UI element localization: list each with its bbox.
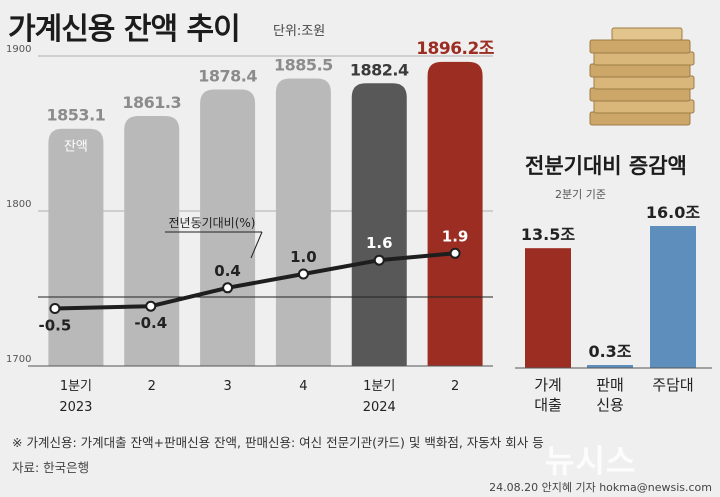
change-category-label: 대출 xyxy=(534,396,562,414)
yoy-value-label: -0.4 xyxy=(134,314,167,332)
y-tick-label: 1700 xyxy=(6,354,31,365)
yoy-line xyxy=(54,251,456,311)
change-category-label: 가계 xyxy=(534,376,562,394)
y-tick-label: 1900 xyxy=(6,44,31,55)
change-category-label: 주담대 xyxy=(652,376,693,394)
bar xyxy=(351,83,407,366)
x-tick-label: 4 xyxy=(299,379,307,394)
bar xyxy=(275,78,331,366)
yoy-value-label: -0.5 xyxy=(39,317,72,335)
series-label-leader xyxy=(250,231,263,259)
yoy-value-label: 0.4 xyxy=(214,262,241,280)
change-category-label: 신용 xyxy=(596,396,624,414)
series-name-label: 잔액 xyxy=(64,140,88,155)
money-bundle xyxy=(611,27,683,41)
footnote: ※ 가계신용: 가계대출 잔액+판매신용 잔액, 판매신용: 여신 전문기관(카… xyxy=(12,435,544,450)
chart-title: 가계신용 잔액 추이 xyxy=(8,12,241,47)
balance-bar-chart: 1700 1800 1900 1853.1 1861.3 1878.4 1885.5 1882… xyxy=(6,39,495,415)
change-bar xyxy=(587,365,633,368)
x-tick-label: 1분기 xyxy=(363,379,395,394)
yoy-value-label: 1.9 xyxy=(442,227,469,245)
bar-value-label: 1882.4 xyxy=(350,60,409,79)
change-category-label: 판매 xyxy=(596,376,624,394)
change-bar xyxy=(525,248,571,368)
source-note: 자료: 한국은행 xyxy=(12,460,90,475)
bar-value-label: 1853.1 xyxy=(47,106,106,125)
unit-label: 단위:조원 xyxy=(273,24,326,39)
yoy-point xyxy=(49,303,61,314)
change-value-label: 0.3조 xyxy=(588,342,631,361)
x-tick-label: 1분기 xyxy=(60,379,92,394)
money-bundle xyxy=(589,87,691,102)
change-value-label: 13.5조 xyxy=(521,225,575,244)
side-chart-title: 전분기대비 증감액 xyxy=(525,154,687,178)
change-bar xyxy=(650,226,696,368)
bar-value-label: 1885.5 xyxy=(274,55,333,74)
money-bundle xyxy=(593,75,695,90)
y-tick-label: 1800 xyxy=(6,199,31,210)
side-chart-subtitle: 2분기 기준 xyxy=(555,188,606,201)
money-bundle xyxy=(589,111,691,126)
money-bundle xyxy=(589,63,691,78)
bar-value-label: 1861.3 xyxy=(122,93,181,112)
yoy-point xyxy=(449,247,461,259)
x-tick-label: 2 xyxy=(451,379,459,394)
x-year-label: 2024 xyxy=(363,400,396,415)
newsis-watermark: 뉴시스 xyxy=(545,442,637,480)
bar-value-label: 1896.2조 xyxy=(416,39,495,59)
yoy-series-label: 전년동기대비(%) xyxy=(168,216,255,230)
bar-value-label: 1878.4 xyxy=(198,66,257,85)
yoy-point xyxy=(373,254,385,266)
yoy-point xyxy=(222,282,234,294)
money-bundle xyxy=(593,51,695,66)
bar xyxy=(427,61,483,366)
yoy-point xyxy=(145,300,157,312)
x-tick-label: 3 xyxy=(223,379,231,394)
credit-line: 24.08.20 안지혜 기자 hokma@newsis.com xyxy=(489,481,712,494)
money-bundle xyxy=(593,99,695,114)
x-tick-label: 2 xyxy=(148,379,156,394)
money-bundle xyxy=(589,39,691,54)
x-year-label: 2023 xyxy=(59,400,92,415)
yoy-value-label: 1.0 xyxy=(290,248,317,266)
money-stack-icon xyxy=(589,27,695,126)
yoy-point xyxy=(297,268,309,280)
change-value-label: 16.0조 xyxy=(646,203,700,222)
yoy-value-label: 1.6 xyxy=(366,234,393,252)
